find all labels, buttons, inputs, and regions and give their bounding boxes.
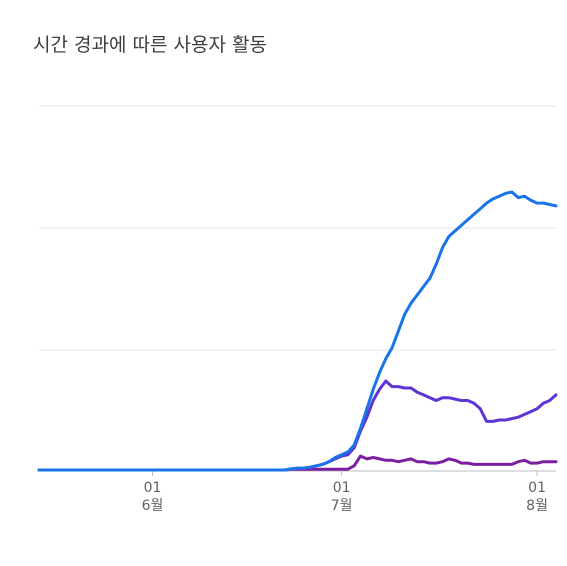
x-tick-day-label-2: 01	[528, 480, 546, 496]
x-tick-day-label-0: 01	[144, 480, 162, 496]
x-tick-day-label-1: 01	[333, 480, 351, 496]
x-tick-month-label-0: 6월	[142, 498, 164, 514]
series-line-0	[37, 190, 558, 472]
series-line-1	[37, 379, 558, 472]
x-tick-month-label-2: 8월	[526, 498, 548, 514]
x-tick-month-label-1: 7월	[331, 498, 353, 514]
chart-title: 시간 경과에 따른 사용자 활동	[33, 34, 267, 56]
